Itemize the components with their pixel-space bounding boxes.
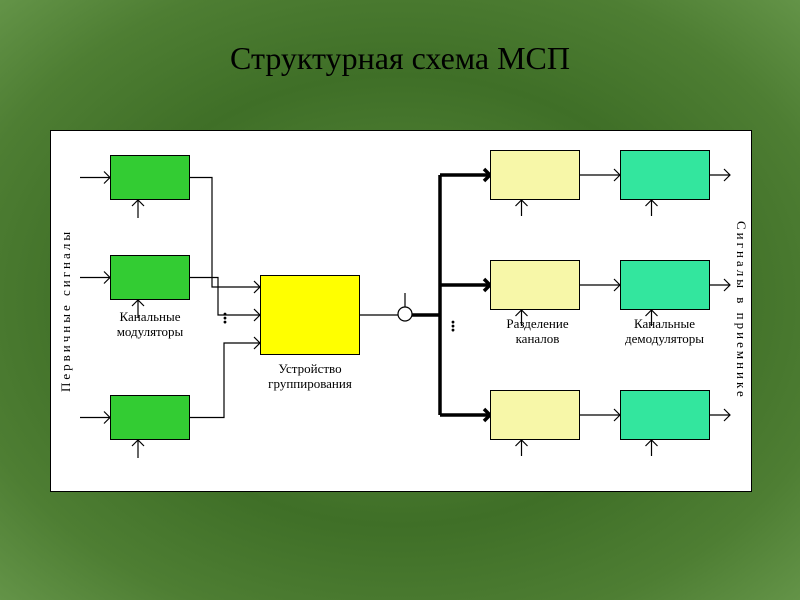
- ellipsis-left: ···: [222, 312, 228, 324]
- splitter-box-0: [490, 150, 580, 200]
- slide-title: Структурная схема МСП: [0, 40, 800, 77]
- demodulators-label: Канальныедемодуляторы: [612, 317, 717, 347]
- splitter-label: Разделениеканалов: [490, 317, 585, 347]
- slide-root: Структурная схема МСП Канальныемодулятор…: [0, 0, 800, 600]
- demodulator-box-0: [620, 150, 710, 200]
- grouping-box: [260, 275, 360, 355]
- demodulator-box-2: [620, 390, 710, 440]
- demodulator-box-1: [620, 260, 710, 310]
- modulators-label: Канальныемодуляторы: [105, 310, 195, 340]
- primary-signals-label: Первичные сигналы: [58, 160, 74, 460]
- splitter-box-2: [490, 390, 580, 440]
- modulator-box-2: [110, 395, 190, 440]
- splitter-box-1: [490, 260, 580, 310]
- grouping-label: Устройствогруппирования: [250, 362, 370, 392]
- modulator-box-0: [110, 155, 190, 200]
- ellipsis-right: ···: [450, 320, 456, 332]
- modulator-box-1: [110, 255, 190, 300]
- receiver-signals-label: Сигналы в приемнике: [733, 150, 749, 470]
